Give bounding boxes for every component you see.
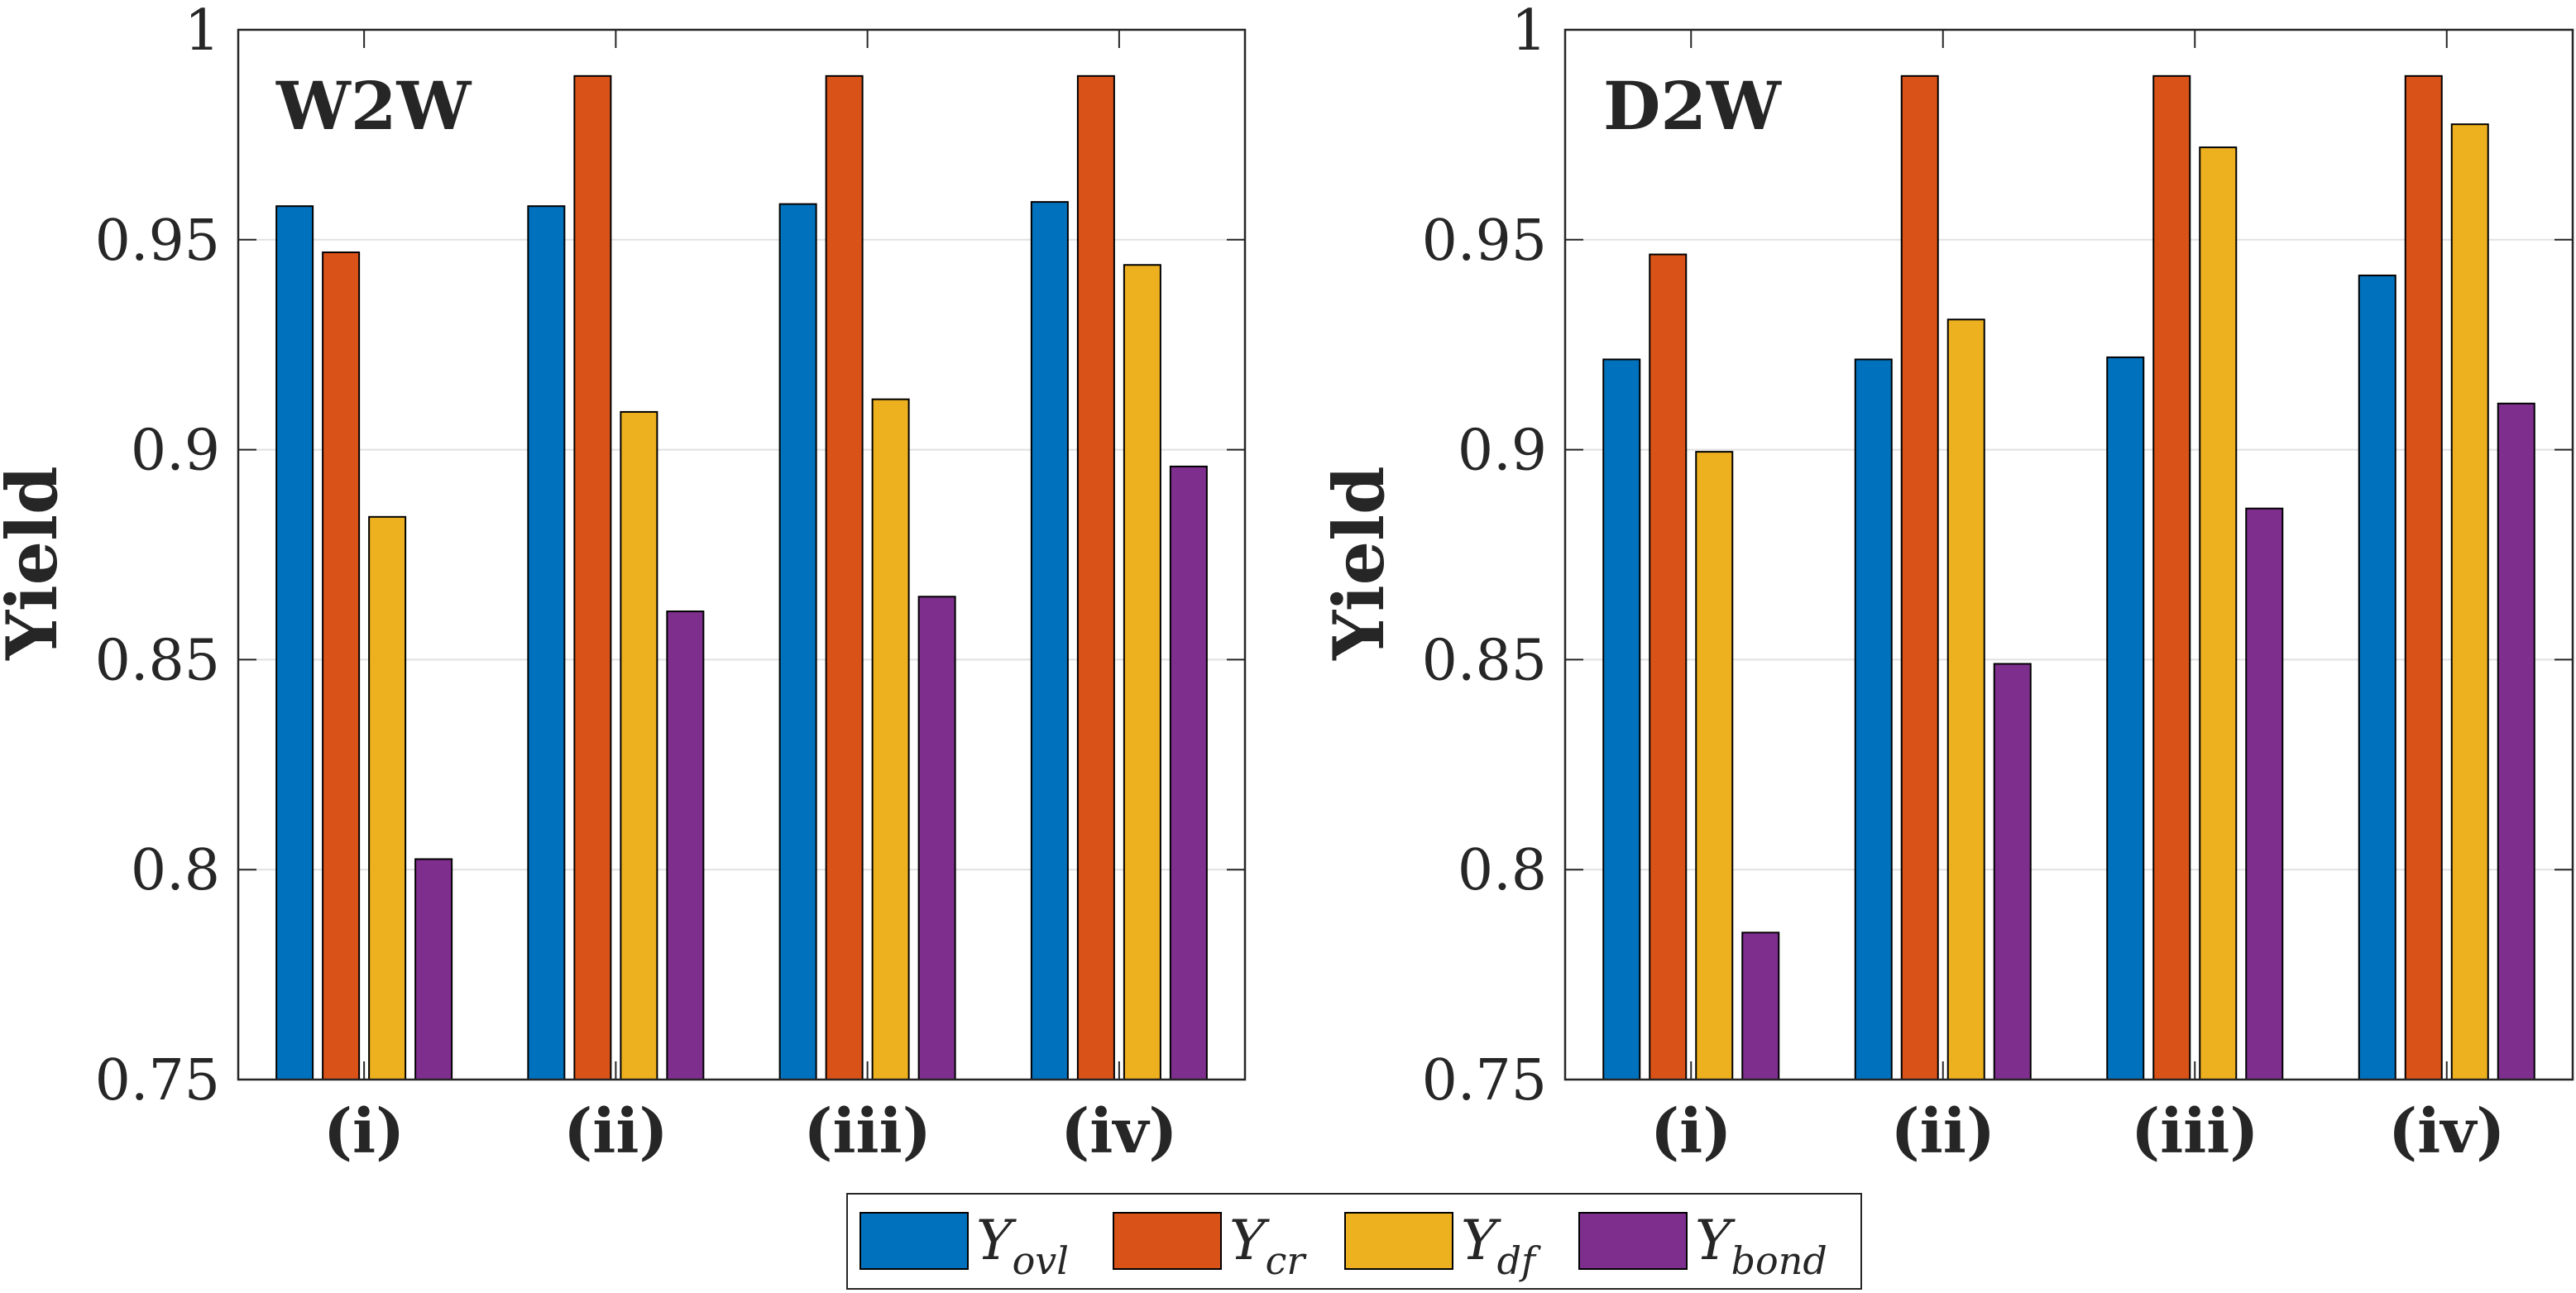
bar-y-ovl-2 <box>1854 358 1893 1080</box>
x-tick-label: (i) <box>1650 1096 1731 1167</box>
bar-y-bond-4 <box>1169 465 1208 1080</box>
x-tick-label: (iv) <box>1061 1096 1177 1167</box>
legend-swatch-df <box>1344 1212 1453 1270</box>
legend-swatch-cr <box>1113 1212 1222 1270</box>
bar-y-cr-3 <box>2152 74 2191 1080</box>
x-tick-label: (ii) <box>563 1096 668 1167</box>
bar-y-df-4 <box>2450 123 2489 1081</box>
bar-y-df-1 <box>1695 451 1734 1080</box>
bar-y-ovl-3 <box>778 203 817 1080</box>
x-tick-label: (iii) <box>803 1096 931 1167</box>
bar-y-df-3 <box>871 398 910 1080</box>
bar-y-bond-4 <box>2497 402 2535 1081</box>
bar-y-cr-2 <box>1900 74 1939 1080</box>
y-axis-label: Yield <box>1318 466 1400 661</box>
axes-box <box>237 28 1247 1081</box>
bar-y-cr-2 <box>573 74 612 1080</box>
bar-y-df-2 <box>1946 318 1985 1080</box>
bar-y-cr-1 <box>322 251 361 1080</box>
legend-label-ovl: Yovl <box>976 1209 1069 1283</box>
x-tick-label: (i) <box>323 1096 405 1167</box>
bar-y-bond-2 <box>666 611 705 1080</box>
bar-y-ovl-2 <box>527 205 566 1080</box>
x-tick-label: (iv) <box>2388 1096 2505 1167</box>
legend-swatch-ovl <box>859 1212 969 1270</box>
axes-box <box>1563 28 2574 1081</box>
bar-y-bond-2 <box>1993 663 2032 1080</box>
bar-y-ovl-4 <box>1030 201 1069 1081</box>
bar-y-cr-3 <box>825 74 864 1080</box>
y-tick-label: 1 <box>1511 0 1547 64</box>
x-tick-label: (iii) <box>2131 1096 2258 1167</box>
bar-y-ovl-4 <box>2358 274 2396 1081</box>
bar-y-bond-1 <box>414 858 453 1080</box>
panel-w2w: 0.75 0.8 0.85 0.9 0.95 1 (i) (ii) (iii) (iv) W2W Yi… <box>0 0 1247 1167</box>
bar-y-bond-3 <box>917 596 956 1080</box>
legend-label-cr: Ycr <box>1229 1209 1307 1283</box>
y-tick-label: 0.8 <box>1458 838 1547 903</box>
y-tick-label: 0.8 <box>131 838 220 903</box>
y-axis-label: Yield <box>0 466 73 661</box>
bar-y-df-2 <box>620 410 658 1080</box>
y-tick-label: 0.95 <box>95 208 220 274</box>
y-tick-label: 0.75 <box>1422 1048 1547 1113</box>
y-tick-label: 0.85 <box>95 628 220 693</box>
bar-y-df-3 <box>2199 146 2238 1080</box>
bar-y-cr-4 <box>2404 74 2443 1080</box>
y-tick-label: 0.95 <box>1422 208 1547 274</box>
legend-swatch-bond <box>1578 1212 1688 1270</box>
y-tick-label: 0.75 <box>95 1048 220 1113</box>
legend: Yovl Ycr Ydf Ybond <box>846 1193 1862 1290</box>
panel-title: D2W <box>1603 67 1782 145</box>
legend-label-df: Ydf <box>1461 1209 1541 1283</box>
bar-y-df-1 <box>368 515 407 1080</box>
legend-label-bond: Ybond <box>1695 1209 1827 1283</box>
bar-y-ovl-1 <box>1602 358 1641 1080</box>
bar-y-ovl-1 <box>275 205 314 1080</box>
bar-y-ovl-3 <box>2106 356 2145 1081</box>
y-tick-label: 0.9 <box>131 419 220 484</box>
bar-y-bond-1 <box>1741 931 1780 1080</box>
y-tick-label: 1 <box>184 0 220 64</box>
bar-y-bond-3 <box>2245 507 2284 1080</box>
panel-title: W2W <box>275 67 472 145</box>
bar-y-cr-1 <box>1649 253 1688 1081</box>
y-tick-label: 0.85 <box>1422 628 1547 693</box>
bar-y-cr-4 <box>1076 74 1115 1080</box>
panel-d2w: 0.75 0.8 0.85 0.9 0.95 1 (i) (ii) (iii) (iv) D2W Yi… <box>1318 0 2574 1167</box>
x-tick-label: (ii) <box>1891 1096 1995 1167</box>
bar-y-df-4 <box>1123 264 1161 1081</box>
y-tick-label: 0.9 <box>1458 419 1547 484</box>
